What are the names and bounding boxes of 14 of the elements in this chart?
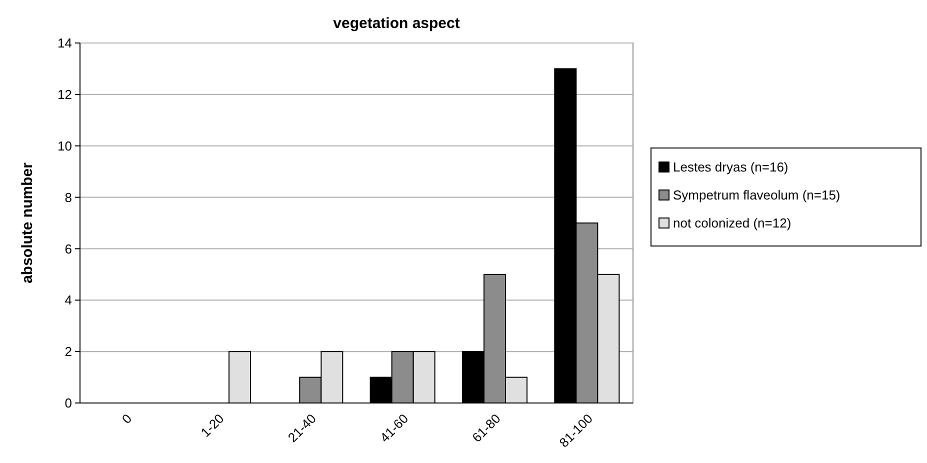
x-tick-label: 0 — [118, 410, 135, 427]
y-axis-title: absolute number — [19, 162, 36, 284]
legend-label: Lestes dryas (n=16) — [673, 160, 788, 175]
y-tick-label: 2 — [64, 344, 72, 360]
chart-title: vegetation aspect — [333, 15, 460, 32]
legend-label: Sympetrum flaveolum (n=15) — [673, 188, 840, 203]
y-tick-label: 14 — [58, 36, 72, 51]
y-tick-label: 6 — [64, 241, 72, 256]
y-tick-label: 10 — [58, 138, 72, 154]
y-tick-label: 12 — [58, 86, 72, 102]
y-tick-label: 4 — [64, 292, 72, 308]
legend-label: not colonized (n=12) — [673, 216, 792, 231]
y-tick-label: 0 — [64, 396, 72, 411]
y-tick-label: 8 — [64, 190, 72, 205]
